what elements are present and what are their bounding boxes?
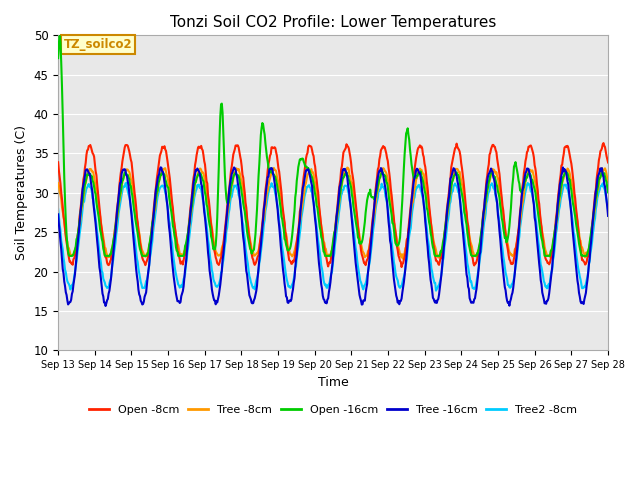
Legend: Open -8cm, Tree -8cm, Open -16cm, Tree -16cm, Tree2 -8cm: Open -8cm, Tree -8cm, Open -16cm, Tree -… bbox=[84, 400, 582, 419]
Y-axis label: Soil Temperatures (C): Soil Temperatures (C) bbox=[15, 125, 28, 260]
Title: Tonzi Soil CO2 Profile: Lower Temperatures: Tonzi Soil CO2 Profile: Lower Temperatur… bbox=[170, 15, 496, 30]
X-axis label: Time: Time bbox=[317, 376, 349, 389]
Text: TZ_soilco2: TZ_soilco2 bbox=[63, 38, 132, 51]
